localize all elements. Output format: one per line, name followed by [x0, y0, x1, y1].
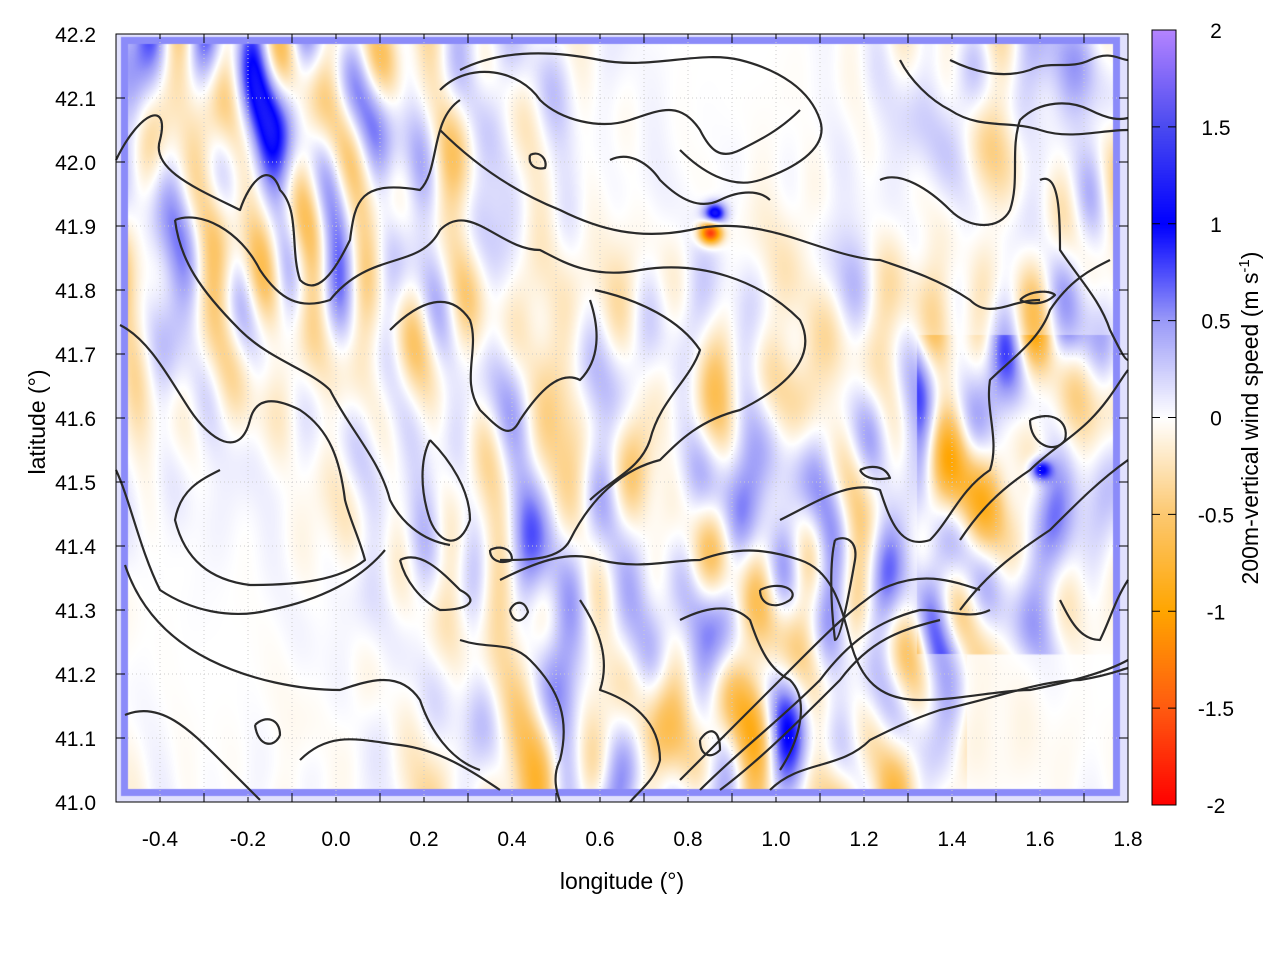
- colorbar-tick-label: 0: [1210, 408, 1222, 431]
- contour-line: [830, 537, 857, 642]
- x-tick-label: 0.2: [409, 828, 438, 851]
- x-tick-label: 0.4: [497, 828, 527, 851]
- x-tick-label: 1.4: [937, 828, 967, 851]
- contour-line: [439, 70, 801, 156]
- colorbar-tick-label: 0.5: [1201, 311, 1230, 334]
- colorbar-label-main: 200m-vertical wind speed (m s: [1237, 273, 1263, 585]
- contour-line: [115, 99, 461, 287]
- contour-line: [949, 54, 1129, 76]
- colorbar-ticks: 2 1.5 1 0.5 0 -0.5 -1 -1.5 -2: [1152, 20, 1234, 818]
- x-tick-label: 1.8: [1113, 828, 1142, 851]
- colorbar-tick-label: -0.5: [1198, 504, 1234, 527]
- contour-line: [609, 155, 771, 205]
- contour-line: [459, 52, 823, 184]
- contour-line: [679, 577, 981, 781]
- x-tick-label: 1.6: [1025, 828, 1054, 851]
- contour-line: [421, 439, 472, 542]
- x-tick-label: -0.4: [142, 828, 179, 851]
- colorbar-tick-label: -1.5: [1198, 698, 1234, 721]
- contour-line: [123, 564, 481, 772]
- contour-line: [859, 465, 892, 481]
- x-tick-labels: -0.4 -0.2 0.0 0.2 0.4 0.6 0.8 1.0 1.2 1.4 1.6 1.8: [142, 828, 1143, 851]
- x-tick-label: 0.6: [585, 828, 614, 851]
- contour-line: [698, 730, 722, 757]
- y-tick-labels: 41.0 41.1 41.2 41.3 41.4 41.5 41.6 41.7 41.8 41.9…: [55, 24, 96, 815]
- y-tick-label: 42.1: [55, 88, 96, 111]
- x-axis-label: longitude (°): [560, 868, 684, 894]
- x-tick-label: 1.2: [849, 828, 878, 851]
- y-tick-label: 41.0: [55, 792, 96, 815]
- y-tick-label: 42.0: [55, 152, 96, 175]
- y-tick-label: 41.5: [55, 472, 96, 495]
- contour-line: [879, 102, 1129, 226]
- colorbar-tick-label: -1: [1207, 601, 1226, 624]
- contour-line: [439, 129, 1041, 310]
- contour-line: [124, 709, 261, 801]
- contour-line: [389, 299, 598, 432]
- y-tick-label: 41.7: [55, 344, 96, 367]
- contour-line: [174, 216, 807, 562]
- contour-line: [1059, 579, 1129, 642]
- contour-line: [699, 608, 991, 791]
- y-tick-label: 41.9: [55, 216, 96, 239]
- colorbar-tick-label: 1: [1210, 214, 1222, 237]
- contour-line: [398, 556, 472, 612]
- contour-line: [459, 638, 565, 803]
- colorbar-tick-label: 1.5: [1201, 117, 1230, 140]
- contour-line: [589, 288, 702, 501]
- x-tick-label: 0.8: [673, 828, 702, 851]
- contour-line: [528, 152, 547, 170]
- contour-line: [173, 219, 451, 547]
- colorbar-tick-label: 2: [1210, 20, 1222, 43]
- y-tick-label: 42.2: [55, 24, 96, 47]
- contour-line: [253, 718, 282, 745]
- colorbar-label-end: ): [1237, 252, 1263, 260]
- contour-line: [115, 469, 386, 616]
- contour-line: [769, 666, 1129, 791]
- y-tick-label: 41.8: [55, 280, 96, 303]
- contour-line: [579, 599, 662, 803]
- x-tick-label: -0.2: [230, 828, 266, 851]
- contour-line: [1039, 177, 1129, 362]
- contour-line: [1028, 415, 1067, 449]
- contour-lines: [115, 52, 1129, 803]
- contour-line: [508, 601, 530, 622]
- y-axis-label: latitude (°): [24, 369, 50, 474]
- x-tick-label: 0.0: [321, 828, 350, 851]
- contour-line: [758, 584, 794, 607]
- grid: [116, 34, 1128, 802]
- contour-line: [719, 618, 941, 791]
- x-tick-label: 1.0: [761, 828, 790, 851]
- contour-line: [959, 369, 1129, 541]
- contour-line: [779, 259, 1111, 543]
- colorbar-label: 200m-vertical wind speed (m s-1): [1236, 252, 1263, 585]
- colorbar-label-sup: -1: [1236, 259, 1253, 272]
- colorbar-tick-label: -2: [1207, 795, 1226, 818]
- contour-line: [488, 546, 514, 564]
- contour-line: [959, 459, 1129, 611]
- y-tick-label: 41.3: [55, 600, 96, 623]
- contour-line: [1019, 290, 1057, 305]
- y-tick-label: 41.2: [55, 664, 96, 687]
- tick-marks: [116, 34, 1128, 802]
- contour-line: [299, 738, 501, 791]
- contour-line: [119, 324, 367, 587]
- y-tick-label: 41.1: [55, 728, 96, 751]
- contour-line: [899, 59, 1129, 136]
- y-tick-label: 41.6: [55, 408, 96, 431]
- contour-line: [679, 607, 802, 771]
- y-tick-label: 41.4: [55, 536, 96, 559]
